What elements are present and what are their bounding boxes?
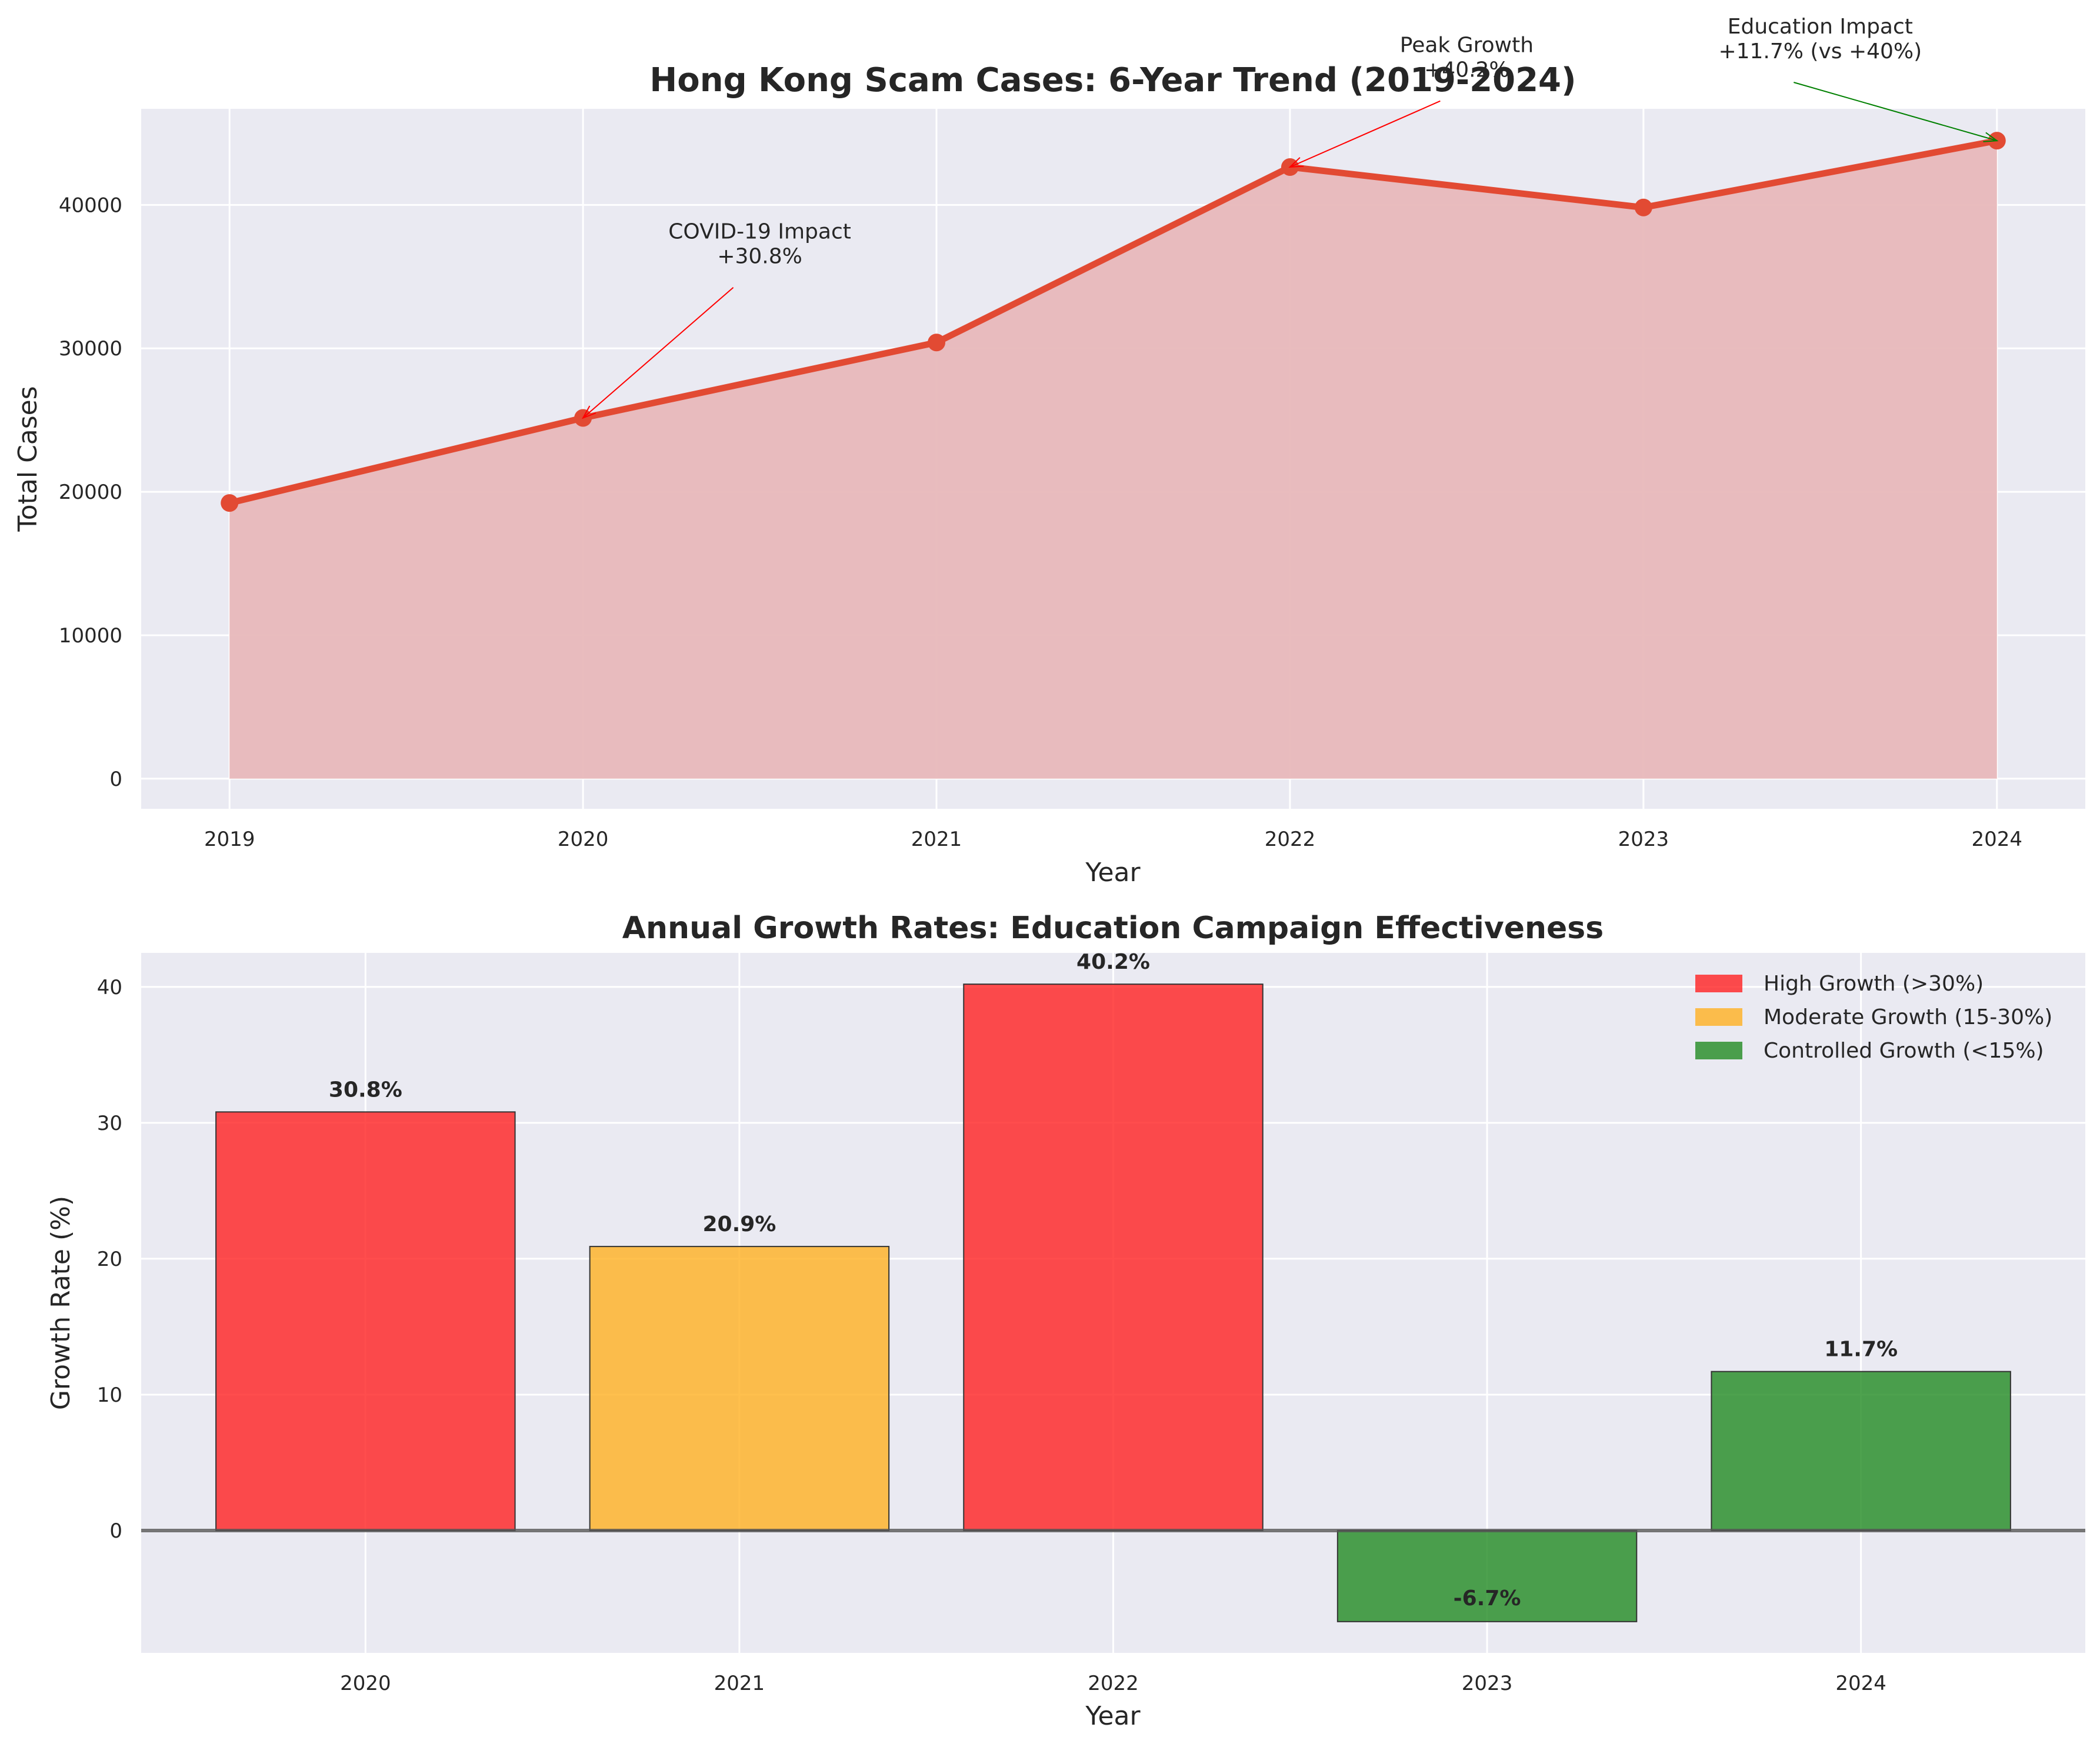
x-tick-label: 2024 xyxy=(1972,828,2023,851)
legend-swatch xyxy=(1695,1042,1742,1059)
annotation-1: Peak Growth+40.2% xyxy=(1288,34,1534,168)
legend-label: Moderate Growth (15-30%) xyxy=(1764,1005,2052,1029)
annotation-arrow xyxy=(1794,82,1998,142)
legend-item-moderate: Moderate Growth (15-30%) xyxy=(1695,1005,2052,1029)
cases-trend-chart: COVID-19 Impact+30.8% Peak Growth+40.2% Ed… xyxy=(13,15,2085,888)
legend-item-controlled: Controlled Growth (<15%) xyxy=(1695,1039,2044,1063)
legend-swatch xyxy=(1695,1008,1742,1026)
y-tick-label: 40 xyxy=(97,976,122,999)
bar-2023 xyxy=(1336,1530,1638,1622)
y-tick-label: 10000 xyxy=(59,624,122,648)
bar-value-label: 20.9% xyxy=(702,1212,776,1236)
y-tick-label: 20000 xyxy=(59,481,122,504)
x-tick-label: 2022 xyxy=(1088,1672,1139,1695)
annotation-text: Education Impact xyxy=(1728,15,1913,39)
bar-value-label: -6.7% xyxy=(1454,1586,1521,1611)
bottom-x-axis-label: Year xyxy=(1085,1701,1141,1731)
y-tick-label: 30000 xyxy=(59,337,122,361)
legend-label: Controlled Growth (<15%) xyxy=(1764,1039,2044,1063)
top-x-axis-label: Year xyxy=(1085,858,1141,888)
bar-2020 xyxy=(215,1111,516,1532)
annotation-arrowhead xyxy=(1288,157,1304,168)
top-y-axis-label: Total Cases xyxy=(13,386,43,532)
annotation-text: +30.8% xyxy=(717,245,802,269)
annotation-arrowhead xyxy=(1983,132,1999,142)
x-tick-label: 2021 xyxy=(714,1672,765,1695)
annotation-text: Peak Growth xyxy=(1400,34,1534,58)
top-chart-title: Hong Kong Scam Cases: 6-Year Trend (2019… xyxy=(649,61,1576,99)
bar-value-label: 30.8% xyxy=(329,1078,402,1102)
y-tick-label: 20 xyxy=(97,1248,122,1271)
legend: High Growth (>30%) Moderate Growth (15-30… xyxy=(1695,972,2052,1063)
annotation-arrow xyxy=(1289,100,1441,168)
x-tick-label: 2021 xyxy=(911,828,962,851)
annotation-0: COVID-19 Impact+30.8% xyxy=(581,220,851,419)
y-tick-label: 40000 xyxy=(59,194,122,217)
x-tick-label: 2023 xyxy=(1462,1672,1513,1695)
bottom-chart-title: Annual Growth Rates: Education Campaign … xyxy=(622,911,1604,946)
annotation-arrowhead xyxy=(581,405,596,419)
annotation-arrow xyxy=(582,286,734,419)
growth-rate-chart: 30.8% 20.9% 40.2% -6.7% 11.7% 2020 2021 2022 20… xyxy=(46,911,2085,1731)
bar-2021 xyxy=(589,1246,890,1532)
legend-swatch xyxy=(1695,975,1742,992)
x-tick-label: 2020 xyxy=(340,1672,391,1695)
y-tick-label: 0 xyxy=(109,768,122,791)
y-tick-label: 0 xyxy=(109,1519,122,1543)
annotation-text: COVID-19 Impact xyxy=(668,220,851,244)
bottom-y-axis-label: Growth Rate (%) xyxy=(46,1196,76,1410)
bar-value-label: 40.2% xyxy=(1076,950,1150,974)
annotation-text: +40.2% xyxy=(1424,58,1509,82)
x-tick-label: 2022 xyxy=(1265,828,1316,851)
data-point-2023 xyxy=(1634,198,1652,216)
x-tick-label: 2023 xyxy=(1618,828,1669,851)
x-tick-label: 2024 xyxy=(1835,1672,1886,1695)
x-tick-label: 2019 xyxy=(204,828,255,851)
bar-2024 xyxy=(1711,1371,2011,1532)
data-point-2021 xyxy=(928,334,946,352)
annotation-text: +11.7% (vs +40%) xyxy=(1718,39,1922,64)
bar-value-label: 11.7% xyxy=(1824,1338,1898,1362)
annotation-2: Education Impact+11.7% (vs +40%) xyxy=(1718,15,1999,142)
legend-item-high: High Growth (>30%) xyxy=(1695,972,1984,996)
x-tick-label: 2020 xyxy=(558,828,609,851)
legend-label: High Growth (>30%) xyxy=(1764,972,1984,996)
bar-2022 xyxy=(963,983,1264,1532)
cases-area-fill xyxy=(229,141,1997,779)
cases-trend-line xyxy=(228,137,1998,506)
y-tick-label: 10 xyxy=(97,1383,122,1407)
y-tick-label: 30 xyxy=(97,1112,122,1135)
data-point-2019 xyxy=(221,494,239,512)
